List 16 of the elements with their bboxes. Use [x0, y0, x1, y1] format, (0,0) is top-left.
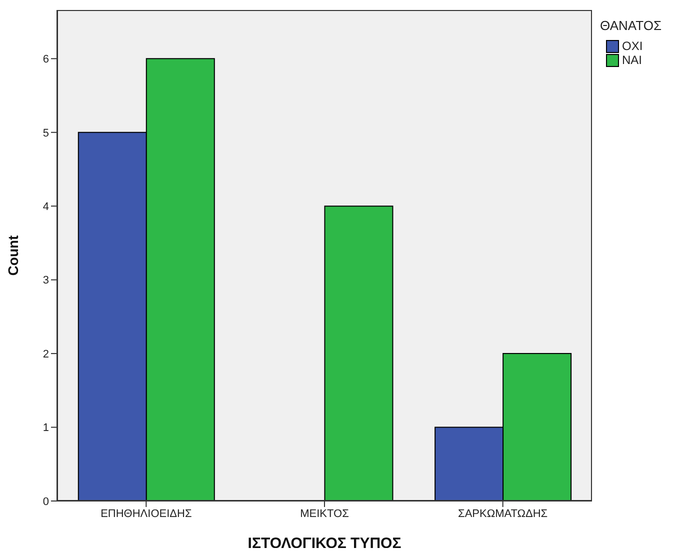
x-tick-label: ΣΑΡΚΩΜΑΤΩΔΗΣ	[458, 508, 548, 520]
y-tick-label: 0	[42, 496, 49, 508]
legend-label: ΟΧΙ	[622, 39, 643, 53]
y-tick-label: 4	[42, 201, 49, 214]
y-tick-label: 2	[42, 348, 49, 360]
y-tick-label: 1	[42, 422, 49, 434]
bar	[324, 206, 394, 501]
x-axis-title: ΙΣΤΟΛΟΓΙΚΟΣ ΤΥΠΟΣ	[248, 535, 402, 551]
y-tick-label: 5	[42, 127, 49, 140]
x-tick-label: ΜΕΙΚΤΟΣ	[300, 508, 350, 520]
legend-title: ΘΑΝΑΤΟΣ	[600, 18, 662, 33]
y-tick-label: 3	[42, 274, 49, 287]
y-tick-label: 6	[42, 54, 49, 66]
y-axis-title: Count	[4, 234, 21, 276]
legend-label: ΝΑΙ	[622, 53, 642, 67]
x-tick-label: ΕΠΗΘΗΛΙΟΕΙΔΗΣ	[100, 508, 192, 520]
